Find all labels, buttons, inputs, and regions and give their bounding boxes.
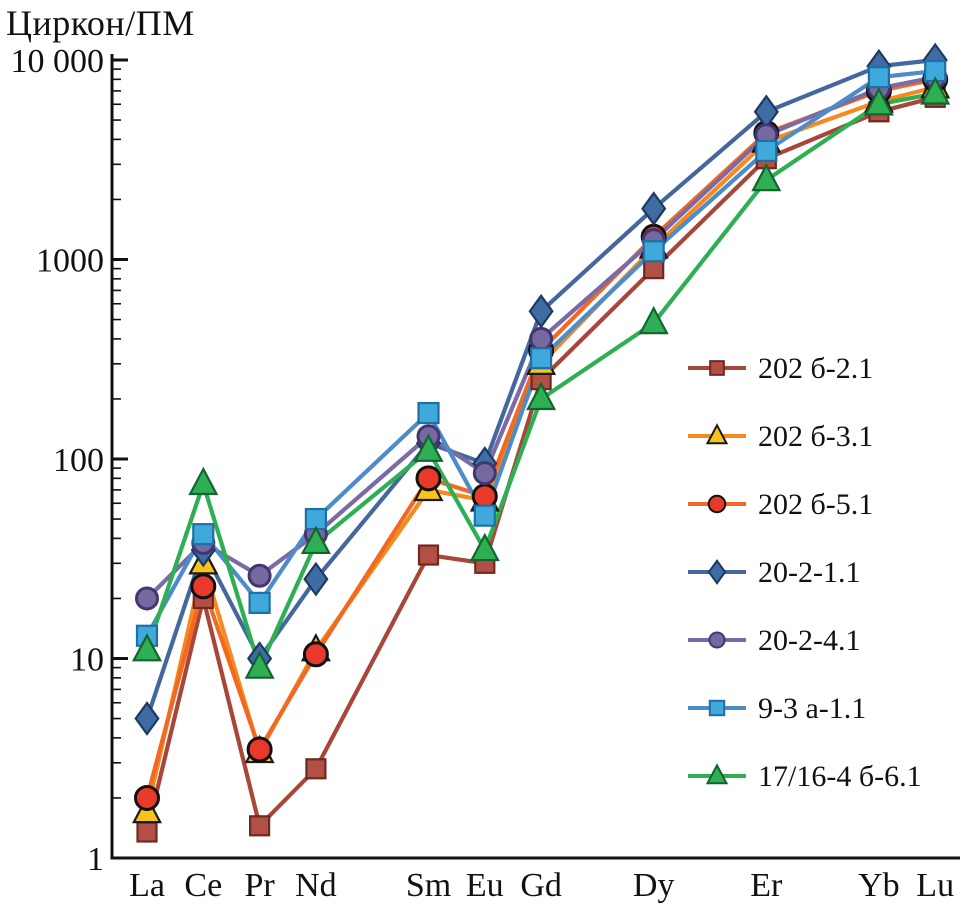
legend-item: 9-3 а-1.1 xyxy=(688,692,866,725)
x-tick-label: Sm xyxy=(406,867,451,904)
legend-label: 9-3 а-1.1 xyxy=(758,692,866,725)
x-tick-label: Yb xyxy=(858,867,900,904)
legend-label: 202 б-5.1 xyxy=(758,488,873,521)
x-tick-label: Gd xyxy=(520,867,562,904)
legend: 202 б-2.1 202 б-3.1 202 б-5.1 20-2-1.1 20-2-… xyxy=(688,352,922,793)
y-tick-label: 10 000 xyxy=(11,43,105,80)
legend-item: 202 б-2.1 xyxy=(688,352,873,385)
x-tick-label: Pr xyxy=(244,867,275,904)
series-markers xyxy=(131,76,951,679)
x-tick-label: Nd xyxy=(295,867,337,904)
series-markers xyxy=(135,59,947,647)
series-markers xyxy=(136,86,946,843)
y-tick-label: 1 xyxy=(87,841,104,878)
y-axis: 1 10 100 1000 10 000 xyxy=(11,43,128,878)
x-axis: La Ce Pr Nd Sm Eu Gd Dy Er Yb Lu xyxy=(129,867,954,904)
legend-label: 202 б-2.1 xyxy=(758,352,873,385)
legend-item: 17/16-4 б-6.1 xyxy=(688,760,922,793)
legend-item: 202 б-3.1 xyxy=(688,420,873,453)
y-tick-label: 10 xyxy=(70,642,104,679)
legend-item: 20-2-1.1 xyxy=(688,556,860,589)
x-tick-label: La xyxy=(129,867,165,904)
x-tick-label: Lu xyxy=(916,867,954,904)
y-tick-label: 1000 xyxy=(36,243,104,280)
legend-label: 20-2-1.1 xyxy=(758,556,860,589)
legend-item: 202 б-5.1 xyxy=(688,488,873,521)
y-tick-label: 100 xyxy=(53,442,104,479)
x-tick-label: Eu xyxy=(466,867,504,904)
legend-label: 17/16-4 б-6.1 xyxy=(758,760,922,793)
x-tick-label: Er xyxy=(750,867,783,904)
x-tick-label: Dy xyxy=(633,867,675,904)
chart-title: Циркон/ПМ xyxy=(6,3,195,43)
series-markers xyxy=(135,65,948,611)
legend-item: 20-2-4.1 xyxy=(688,624,860,657)
x-tick-label: Ce xyxy=(184,867,222,904)
legend-label: 202 б-3.1 xyxy=(758,420,873,453)
legend-label: 20-2-4.1 xyxy=(758,624,860,657)
